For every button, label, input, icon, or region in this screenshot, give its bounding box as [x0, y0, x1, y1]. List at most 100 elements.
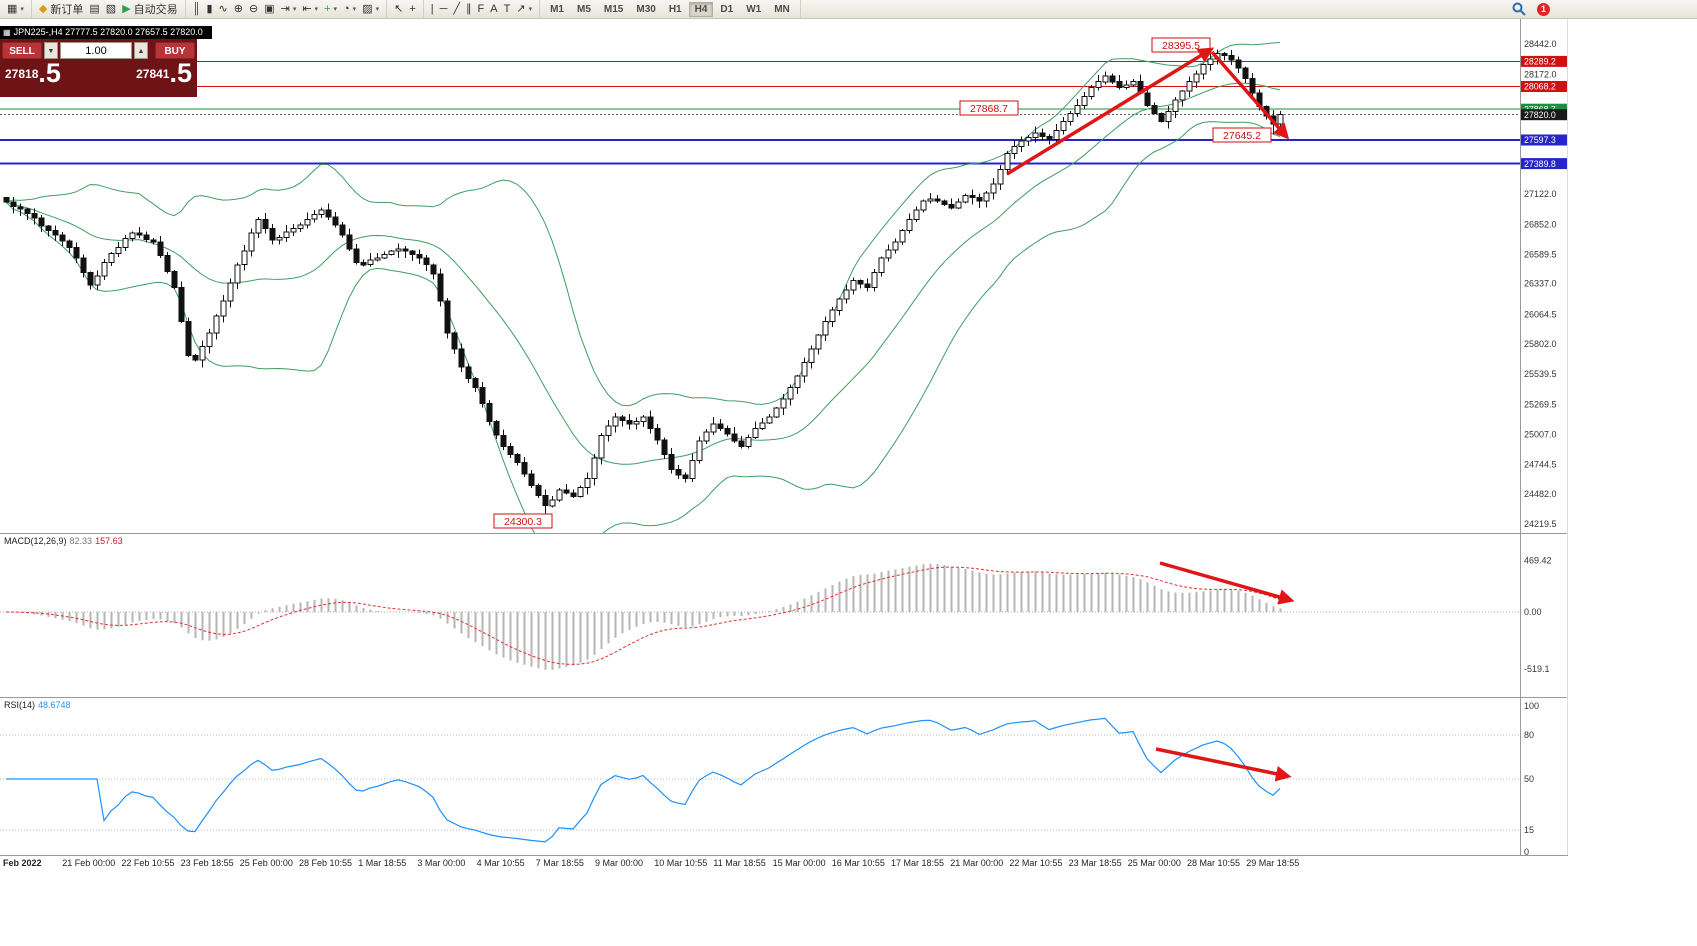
cursor-button[interactable]: ↖	[394, 2, 404, 15]
toolbar-groups: ▦ ▾ ◆ 新订单 ▤ ▧ ▶ 自动交易 ║ ▮ ∿ ⊕ ⊖ ▣ ⇥ ▾ ⇤ ▾ + ▾ ◔ ▾ ▨ ▾ ↖ + | ─ ╱ ∥ F A T ↗ ▾	[0, 0, 541, 19]
trend-arrow[interactable]	[1159, 561, 1295, 605]
new-chart-button[interactable]: ▦ ▾	[7, 2, 24, 15]
chart-title-bar: ▦ JPN225-,H4 27777.5 27820.0 27657.5 2782…	[0, 26, 212, 39]
shapes-button[interactable]: ↗ ▾	[516, 2, 533, 15]
bollinger-bands	[5, 42, 1281, 533]
svg-text:23 Feb 18:55: 23 Feb 18:55	[181, 858, 234, 868]
sell-price[interactable]: 27818.5	[5, 58, 61, 88]
zoom-out-button[interactable]: ⊖	[248, 2, 259, 15]
line-chart-button[interactable]: ∿	[218, 2, 228, 15]
notification-badge[interactable]: 1	[1537, 2, 1550, 16]
svg-text:4 Mar 10:55: 4 Mar 10:55	[477, 858, 525, 868]
templates-button[interactable]: ▨ ▾	[362, 2, 380, 15]
timeframe-m1[interactable]: M1	[550, 3, 564, 15]
svg-text:27868.7: 27868.7	[970, 103, 1008, 115]
sell-button[interactable]: SELL	[2, 42, 42, 59]
svg-text:21 Feb 00:00: 21 Feb 00:00	[62, 858, 115, 868]
vertical-line-button[interactable]: |	[430, 2, 434, 15]
toolbar-right: 1	[1512, 2, 1550, 16]
chart-annotation[interactable]: 27868.7	[959, 100, 1019, 116]
svg-text:26852.0: 26852.0	[1524, 220, 1557, 230]
svg-text:100: 100	[1524, 701, 1539, 711]
label-button[interactable]: T	[503, 2, 511, 15]
svg-text:0.00: 0.00	[1524, 607, 1542, 617]
svg-text:15 Mar 00:00: 15 Mar 00:00	[773, 858, 826, 868]
periods-button[interactable]: ◔ ▾	[343, 2, 357, 15]
bar-chart-button[interactable]: ║	[192, 2, 201, 15]
toolbar: ▦ ▾ ◆ 新订单 ▤ ▧ ▶ 自动交易 ║ ▮ ∿ ⊕ ⊖ ▣ ⇥ ▾ ⇤ ▾ + ▾ ◔ ▾ ▨ ▾ ↖ + | ─ ╱ ∥ F A T ↗ ▾…	[0, 0, 1697, 19]
svg-text:28068.2: 28068.2	[1524, 82, 1556, 92]
timeframe-m30[interactable]: M30	[636, 3, 656, 15]
macd-label: MACD(12,26,9) 82.33 157.63	[4, 536, 123, 546]
text-button[interactable]: A	[490, 2, 498, 15]
trend-arrow[interactable]	[1210, 50, 1290, 140]
screenshot-button[interactable]: ▧	[105, 2, 117, 15]
svg-text:7 Mar 18:55: 7 Mar 18:55	[536, 858, 584, 868]
chart-annotation[interactable]: 27645.2	[1212, 127, 1272, 143]
chart-shift-button[interactable]: ⇤ ▾	[302, 2, 319, 15]
svg-text:1 Mar 18:55: 1 Mar 18:55	[358, 858, 406, 868]
trend-arrow[interactable]	[1155, 747, 1292, 782]
svg-text:28395.5: 28395.5	[1162, 40, 1200, 52]
svg-text:22 Feb 10:55: 22 Feb 10:55	[121, 858, 174, 868]
svg-text:28 Mar 10:55: 28 Mar 10:55	[1187, 858, 1240, 868]
horizontal-line-button[interactable]: ─	[439, 2, 448, 15]
quote-ohlc-text: JPN225-,H4 27777.5 27820.0 27657.5 27820…	[13, 27, 203, 37]
zoom-in-button[interactable]: ⊕	[233, 2, 243, 15]
channel-button[interactable]: ∥	[466, 2, 472, 15]
autotrading-button[interactable]: ▶ 自动交易	[122, 2, 178, 17]
svg-text:27389.8: 27389.8	[1524, 159, 1556, 169]
svg-text:15: 15	[1524, 825, 1534, 835]
horizontal-level-lines	[0, 60, 1520, 165]
svg-text:10 Mar 10:55: 10 Mar 10:55	[654, 858, 707, 868]
trendline-button[interactable]: ╱	[453, 2, 461, 15]
rsi-indicator	[0, 717, 1520, 843]
volume-up-button[interactable]: ▲	[134, 42, 148, 59]
price-tag: 27597.3	[1521, 134, 1567, 146]
timeframe-h4[interactable]: H4	[688, 1, 714, 17]
chart-annotation[interactable]: 24300.3	[493, 513, 553, 529]
price-axis[interactable]	[1521, 18, 1568, 855]
buy-button[interactable]: BUY	[155, 42, 195, 59]
indicators-button[interactable]: + ▾	[324, 2, 338, 15]
svg-text:28172.0: 28172.0	[1524, 70, 1557, 80]
fibonacci-button[interactable]: F	[477, 2, 485, 15]
buy-price[interactable]: 27841.5	[136, 58, 192, 88]
timeframe-h1[interactable]: H1	[668, 3, 682, 15]
macd-indicator	[0, 563, 1520, 670]
svg-text:17 Mar 18:55: 17 Mar 18:55	[891, 858, 944, 868]
svg-text:28289.2: 28289.2	[1524, 57, 1556, 67]
candlestick-chart-button[interactable]: ▮	[206, 2, 213, 15]
timeframe-m5[interactable]: M5	[577, 3, 591, 15]
svg-text:24482.0: 24482.0	[1524, 489, 1557, 499]
crosshair-button[interactable]: +	[409, 2, 416, 15]
svg-text:27645.2: 27645.2	[1223, 130, 1261, 142]
trend-arrow[interactable]	[1006, 47, 1215, 176]
svg-text:25802.0: 25802.0	[1524, 339, 1557, 349]
svg-text:16 Mar 10:55: 16 Mar 10:55	[832, 858, 885, 868]
volume-input[interactable]	[60, 42, 132, 59]
timeframe-m15[interactable]: M15	[603, 3, 624, 15]
auto-scroll-button[interactable]: ⇥ ▾	[280, 2, 297, 15]
timeframe-mn[interactable]: MN	[774, 3, 790, 15]
svg-text:11 Mar 18:55: 11 Mar 18:55	[713, 858, 765, 868]
price-tag: 27820.0	[1521, 109, 1567, 121]
svg-text:22 Mar 10:55: 22 Mar 10:55	[1009, 858, 1062, 868]
bollinger-upper	[5, 42, 1281, 407]
new-order-button[interactable]: ◆ 新订单	[38, 2, 84, 17]
print-button[interactable]: ▤	[89, 2, 100, 15]
tile-windows-button[interactable]: ▣	[264, 2, 275, 15]
svg-text:25 Feb 00:00: 25 Feb 00:00	[240, 858, 293, 868]
price-tag: 28289.2	[1521, 55, 1567, 67]
timeframe-d1[interactable]: D1	[720, 3, 734, 15]
timeframe-w1[interactable]: W1	[746, 3, 762, 15]
bollinger-lower	[5, 121, 1281, 533]
volume-down-button[interactable]: ▼	[44, 42, 58, 59]
chart-annotation[interactable]: 28395.5	[1151, 37, 1211, 53]
svg-text:21 Mar 00:00: 21 Mar 00:00	[950, 858, 1003, 868]
time-axis[interactable]	[0, 856, 1520, 872]
macd-signal-line	[5, 566, 1281, 665]
svg-text:24744.5: 24744.5	[1524, 459, 1557, 469]
search-icon[interactable]	[1512, 2, 1526, 16]
